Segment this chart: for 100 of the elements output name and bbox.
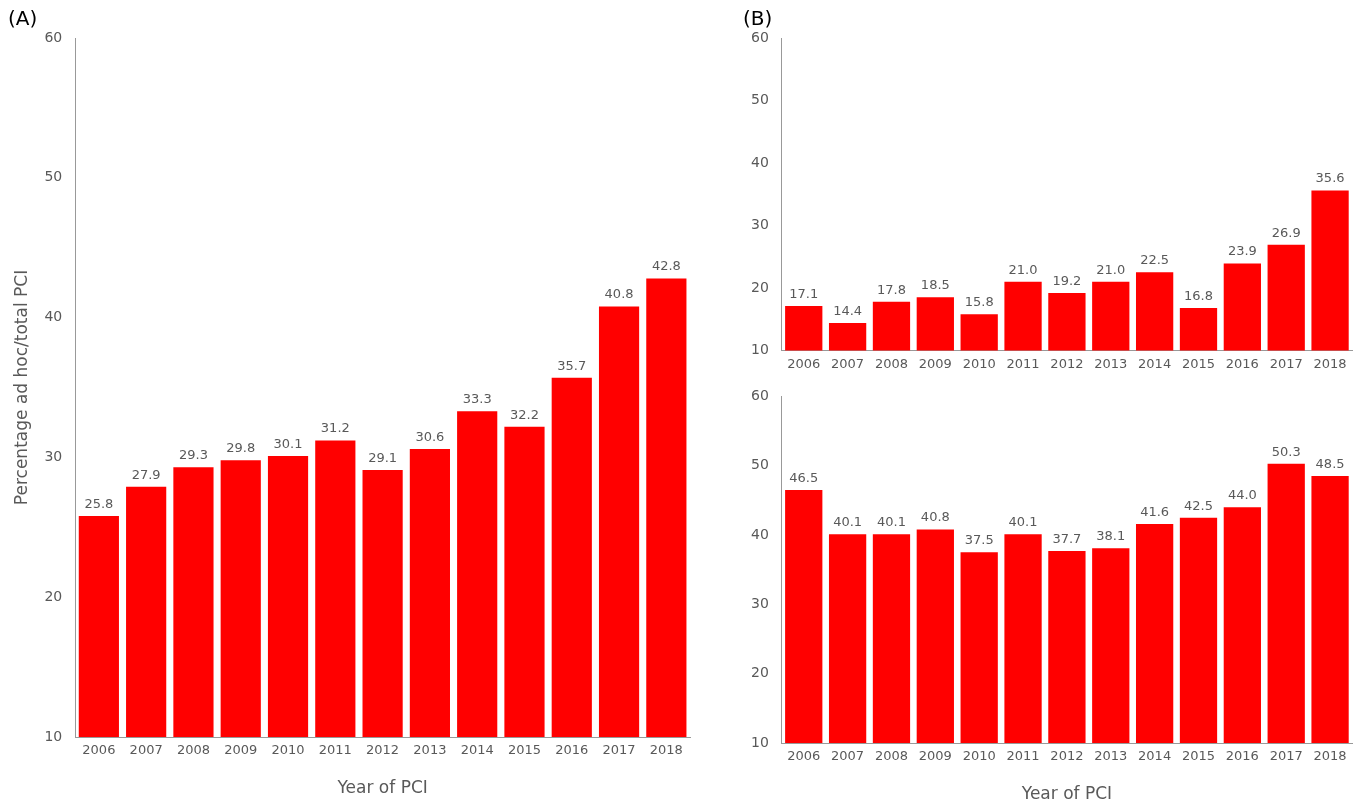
x-tick-label: 2011 xyxy=(1006,355,1040,371)
data-label: 44.0 xyxy=(1227,487,1257,503)
y-tick-label: 20 xyxy=(750,664,769,681)
data-label: 21.0 xyxy=(1096,261,1126,277)
x-tick-label: 2014 xyxy=(1138,355,1172,371)
y-tick-label: 30 xyxy=(750,595,769,611)
data-label: 42.8 xyxy=(651,258,681,274)
data-label: 21.0 xyxy=(1008,261,1038,277)
x-tick-label: 2016 xyxy=(1225,355,1259,371)
data-label: 35.6 xyxy=(1315,170,1345,186)
x-tick-label: 2006 xyxy=(82,742,116,758)
chart-title: (A) xyxy=(8,6,38,31)
data-label: 40.1 xyxy=(1008,514,1038,530)
x-tick-label: 2008 xyxy=(874,748,909,764)
data-label: 38.1 xyxy=(1096,528,1126,544)
x-tick-label: 2006 xyxy=(787,748,821,764)
x-tick-label: 2012 xyxy=(1050,355,1084,371)
x-tick-label: 2007 xyxy=(831,355,865,371)
data-label: 18.5 xyxy=(920,277,950,293)
data-label: 46.5 xyxy=(789,469,819,485)
x-tick-label: 2016 xyxy=(1225,748,1259,764)
y-tick-label: 10 xyxy=(44,727,63,744)
data-label: 40.8 xyxy=(920,509,950,525)
x-tick-label: 2012 xyxy=(366,742,400,758)
y-tick-label: 60 xyxy=(750,28,769,45)
data-label: 19.2 xyxy=(1052,272,1082,288)
data-label: 33.3 xyxy=(462,391,492,407)
data-label: 37.5 xyxy=(964,532,994,548)
x-tick-label: 2017 xyxy=(602,742,636,758)
data-label: 30.6 xyxy=(415,428,445,444)
data-label: 35.7 xyxy=(557,357,587,373)
x-tick-label: 2013 xyxy=(1094,355,1128,371)
x-tick-label: 2014 xyxy=(460,742,494,758)
data-label: 37.7 xyxy=(1052,530,1082,546)
x-tick-label: 2009 xyxy=(224,742,258,758)
y-tick-label: 60 xyxy=(44,28,63,45)
data-label: 40.1 xyxy=(876,514,906,530)
x-tick-label: 2007 xyxy=(831,748,865,764)
x-tick-label: 2008 xyxy=(874,355,909,371)
x-tick-label: 2010 xyxy=(962,355,996,371)
data-label: 29.8 xyxy=(226,440,256,456)
x-tick-label: 2009 xyxy=(918,748,952,764)
data-label: 41.6 xyxy=(1140,503,1170,519)
y-tick-label: 40 xyxy=(750,525,769,542)
data-label: 27.9 xyxy=(131,466,161,482)
x-tick-label: 2009 xyxy=(918,355,952,371)
data-label: 22.5 xyxy=(1140,252,1170,268)
data-label: 16.8 xyxy=(1184,287,1213,303)
data-label: 42.5 xyxy=(1184,497,1213,513)
data-label: 23.9 xyxy=(1227,243,1257,259)
x-tick-label: 2014 xyxy=(1138,748,1172,764)
x-tick-label: 2015 xyxy=(507,742,542,758)
data-label: 31.2 xyxy=(320,420,350,436)
data-label: 29.1 xyxy=(368,449,398,465)
data-label: 48.5 xyxy=(1315,455,1345,471)
y-tick-label: 10 xyxy=(750,341,769,358)
x-axis-title: Year of PCI xyxy=(336,777,428,798)
x-tick-label: 2018 xyxy=(1313,748,1347,764)
x-axis-title: Year of PCI xyxy=(1020,783,1113,804)
x-tick-label: 2015 xyxy=(1181,748,1216,764)
y-tick-label: 20 xyxy=(750,278,769,295)
y-axis-title: Percentage ad hoc/total PCI xyxy=(10,269,31,506)
y-tick-label: 50 xyxy=(750,91,769,108)
x-tick-label: 2008 xyxy=(176,742,210,758)
y-tick-label: 50 xyxy=(44,168,63,185)
x-tick-label: 2013 xyxy=(1094,748,1128,764)
data-label: 29.3 xyxy=(178,447,208,463)
x-tick-label: 2010 xyxy=(962,748,996,764)
y-tick-label: 30 xyxy=(44,448,63,465)
x-tick-label: 2015 xyxy=(1181,355,1216,371)
data-label: 14.4 xyxy=(833,302,863,318)
y-tick-label: 10 xyxy=(750,733,769,750)
data-label: 26.9 xyxy=(1271,224,1301,240)
x-tick-label: 2006 xyxy=(787,355,821,371)
data-label: 15.8 xyxy=(964,294,994,310)
x-tick-label: 2017 xyxy=(1269,355,1303,371)
data-label: 17.8 xyxy=(876,281,906,297)
x-tick-label: 2011 xyxy=(1006,748,1040,764)
x-tick-label: 2012 xyxy=(1050,748,1084,764)
data-label: 30.1 xyxy=(273,435,303,451)
x-tick-label: 2013 xyxy=(413,742,447,758)
y-tick-label: 40 xyxy=(44,308,63,325)
x-tick-label: 2011 xyxy=(318,742,352,758)
x-tick-label: 2017 xyxy=(1269,748,1303,764)
data-label: 25.8 xyxy=(84,495,114,511)
x-tick-label: 2018 xyxy=(1313,355,1347,371)
chart-title: (B) xyxy=(743,6,773,31)
y-tick-label: 40 xyxy=(750,153,769,170)
x-tick-label: 2018 xyxy=(649,742,683,758)
y-tick-label: 60 xyxy=(750,387,769,404)
y-tick-label: 50 xyxy=(750,456,769,473)
x-tick-label: 2007 xyxy=(129,742,163,758)
data-label: 40.8 xyxy=(604,286,634,302)
x-tick-label: 2010 xyxy=(271,742,305,758)
data-label: 50.3 xyxy=(1271,443,1301,459)
data-label: 32.2 xyxy=(510,406,539,422)
data-label: 17.1 xyxy=(789,285,819,301)
x-tick-label: 2016 xyxy=(555,742,589,758)
y-tick-label: 30 xyxy=(750,216,769,233)
data-label: 40.1 xyxy=(833,514,863,530)
